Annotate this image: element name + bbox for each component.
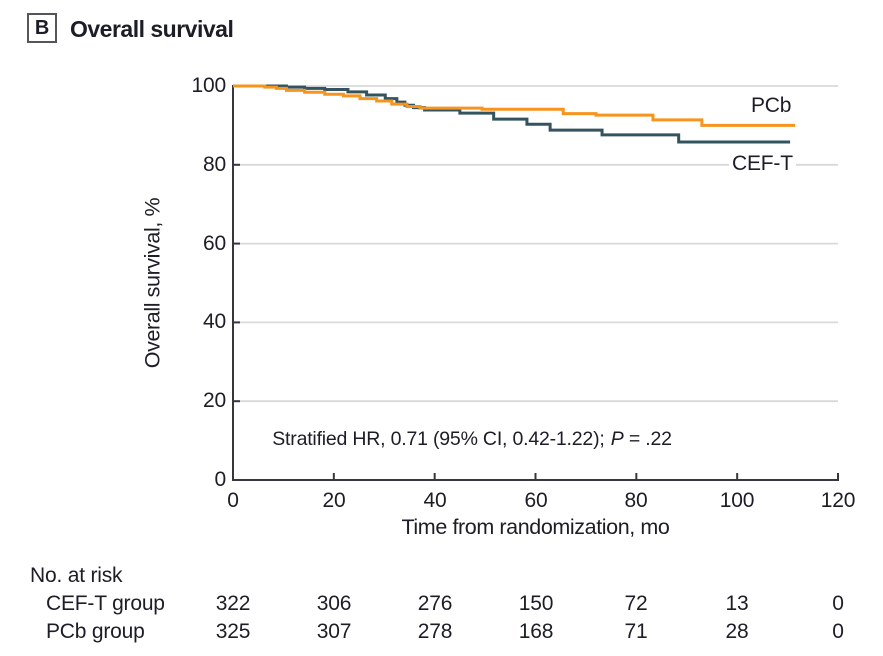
y-tick-label: 60 (203, 232, 226, 255)
hr-annotation: Stratified HR, 0.71 (95% CI, 0.42-1.22);… (233, 428, 711, 451)
y-tick-label: 80 (203, 153, 226, 176)
x-tick-label: 0 (227, 489, 239, 512)
risk-value: 325 (215, 620, 251, 643)
risk-value: 307 (316, 620, 352, 643)
risk-value: 72 (624, 592, 648, 615)
series-label-ceft: CEF-T (729, 152, 796, 176)
risk-value: 71 (624, 620, 648, 643)
x-tick-label: 20 (322, 489, 346, 512)
risk-value: 13 (725, 592, 749, 615)
risk-value: 150 (518, 592, 554, 615)
series-label-pcb: PCb (751, 94, 792, 117)
x-tick-label: 100 (719, 489, 755, 512)
y-tick-label: 0 (214, 468, 227, 491)
risk-value: 322 (215, 592, 251, 615)
risk-value: 306 (316, 592, 352, 615)
risk-value: 0 (832, 620, 844, 643)
risk-value: 28 (725, 620, 749, 643)
risk-value: 0 (832, 592, 844, 615)
panel-letter: B (34, 16, 50, 39)
x-tick-label: 60 (524, 489, 548, 512)
risk-row-label-ceft: CEF-T group (46, 592, 165, 615)
risk-row-label-pcb: PCb group (46, 620, 145, 643)
x-tick-label: 120 (820, 489, 856, 512)
y-tick-label: 20 (203, 389, 226, 412)
panel-letter-badge: B (27, 13, 57, 43)
p-value-text: = .22 (623, 428, 672, 450)
x-axis-title: Time from randomization, mo (401, 515, 670, 539)
risk-value: 276 (417, 592, 453, 615)
x-tick-label: 40 (423, 489, 447, 512)
y-tick-label: 40 (203, 310, 226, 333)
risk-value: 168 (518, 620, 554, 643)
y-tick-label: 100 (191, 74, 227, 97)
p-value-symbol: P (610, 428, 624, 450)
y-axis-title: Overall survival, % (140, 197, 165, 369)
x-tick-label: 80 (624, 489, 648, 512)
figure-title: Overall survival (70, 16, 234, 42)
hr-annotation-text: Stratified HR, 0.71 (95% CI, 0.42-1.22); (272, 428, 610, 450)
risk-table-title: No. at risk (30, 564, 123, 587)
risk-value: 278 (417, 620, 453, 643)
